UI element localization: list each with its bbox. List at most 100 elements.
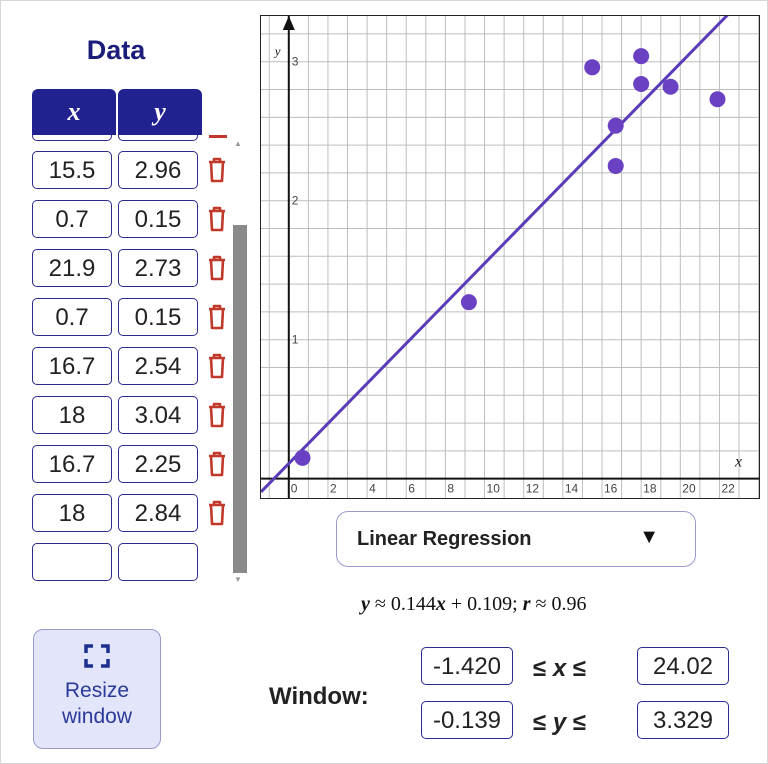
cell-x[interactable]: 18 — [32, 494, 112, 532]
cell-x[interactable] — [32, 543, 112, 581]
delete-row-icon[interactable] — [207, 353, 227, 379]
x-tick-label: 20 — [682, 482, 696, 496]
resize-window-button[interactable]: Resize window — [33, 629, 161, 749]
cell-y[interactable]: 2.54 — [118, 347, 198, 385]
data-point — [633, 48, 650, 65]
graph-area[interactable]: 024681012141618202224123xy — [260, 15, 760, 499]
table-row: 0.7 0.15 — [29, 298, 241, 338]
table-row: 18 3.04 — [29, 396, 241, 436]
data-point — [709, 91, 726, 108]
regression-type-select[interactable]: Linear Regression ▼ — [336, 511, 696, 567]
window-ymax-input[interactable]: 3.329 — [637, 701, 729, 739]
le-symbol: ≤ — [533, 655, 547, 682]
cell-x[interactable]: 16.7 — [32, 445, 112, 483]
x-tick-label: 18 — [643, 482, 657, 496]
cell-x[interactable]: 15.5 — [32, 151, 112, 189]
y-tick-label: 3 — [292, 55, 299, 69]
dropdown-arrow-icon: ▼ — [639, 526, 659, 548]
scroll-down-arrow[interactable]: ▼ — [234, 575, 242, 584]
table-row: 16.7 2.25 — [29, 445, 241, 485]
table-row: 21.9 2.73 — [29, 249, 241, 289]
x-tick-label: 4 — [369, 482, 376, 496]
cell-y[interactable]: 0.15 — [118, 200, 198, 238]
cell-x[interactable]: 16.7 — [32, 347, 112, 385]
window-xmin-input[interactable]: -1.420 — [421, 647, 513, 685]
x-axis-label: x — [734, 454, 742, 471]
x-tick-label: 16 — [604, 482, 618, 496]
eq-x: x — [435, 593, 446, 615]
hidden-row-stub — [29, 135, 241, 141]
data-point — [662, 78, 679, 95]
cell-y[interactable] — [118, 135, 198, 141]
window-ymin-input[interactable]: -0.139 — [421, 701, 513, 739]
x-tick-label: 8 — [447, 482, 454, 496]
y-tick-label: 2 — [292, 194, 299, 208]
eq-r-value: 0.96 — [551, 593, 587, 615]
cell-y[interactable]: 2.84 — [118, 494, 198, 532]
y-axis-label: y — [273, 44, 281, 59]
window-xmax-input[interactable]: 24.02 — [637, 647, 729, 685]
x-tick-label: 12 — [526, 482, 540, 496]
delete-row-icon[interactable] — [207, 500, 227, 526]
delete-row-icon[interactable] — [207, 451, 227, 477]
cell-x[interactable]: 0.7 — [32, 298, 112, 336]
delete-row-icon[interactable] — [207, 255, 227, 281]
window-y-inequality: ≤ y ≤ — [533, 709, 586, 737]
y-symbol: y — [552, 709, 567, 736]
resize-window-label: Resize window — [34, 678, 160, 730]
cell-y[interactable]: 0.15 — [118, 298, 198, 336]
eq-y: y — [361, 593, 370, 615]
cell-y[interactable]: 2.25 — [118, 445, 198, 483]
cell-x[interactable]: 0.7 — [32, 200, 112, 238]
table-row: 18 2.84 — [29, 494, 241, 534]
data-point — [584, 59, 601, 76]
y-tick-label: 1 — [292, 333, 299, 347]
le-symbol: ≤ — [533, 709, 547, 736]
delete-row-icon[interactable] — [207, 304, 227, 330]
delete-row-icon[interactable] — [207, 402, 227, 428]
scroll-up-arrow[interactable]: ▲ — [234, 139, 242, 148]
resize-label-line2: window — [61, 705, 133, 728]
y-axis-arrow — [282, 16, 295, 30]
resize-label-line1: Resize — [64, 679, 130, 702]
cell-x[interactable]: 18 — [32, 396, 112, 434]
data-rows: 15.5 2.96 0.7 0.15 21.9 2.73 0.7 0.15 16.7 2.54 18… — [29, 135, 241, 591]
data-point — [607, 117, 624, 134]
table-row: 15.5 2.96 — [29, 151, 241, 191]
delete-row-icon[interactable] — [209, 135, 227, 138]
x-symbol: x — [552, 655, 567, 682]
eq-approx: ≈ — [374, 593, 386, 615]
delete-row-icon[interactable] — [207, 157, 227, 183]
eq-intercept: + 0.109; — [450, 593, 518, 615]
data-point — [294, 449, 311, 466]
x-tick-label: 0 — [291, 482, 298, 496]
x-tick-label: 2 — [330, 482, 337, 496]
delete-row-icon[interactable] — [207, 206, 227, 232]
x-tick-label: 6 — [408, 482, 415, 496]
window-label: Window: — [269, 683, 369, 710]
eq-approx-r: ≈ — [535, 593, 547, 615]
cell-y[interactable] — [118, 543, 198, 581]
eq-r: r — [522, 593, 531, 615]
scatter-plot: 024681012141618202224123xy — [261, 16, 759, 498]
scrollbar-thumb[interactable] — [233, 225, 247, 573]
cell-y[interactable]: 2.73 — [118, 249, 198, 287]
regression-type-label: Linear Regression — [357, 528, 532, 550]
window-x-inequality: ≤ x ≤ — [533, 655, 586, 683]
data-point — [607, 157, 624, 174]
cell-x[interactable]: 21.9 — [32, 249, 112, 287]
regression-line — [261, 16, 729, 494]
cell-y[interactable]: 2.96 — [118, 151, 198, 189]
column-header-x: x — [32, 89, 116, 135]
table-row: 16.7 2.54 — [29, 347, 241, 387]
column-header-y: y — [118, 89, 202, 135]
cell-x[interactable] — [32, 135, 112, 141]
cell-y[interactable]: 3.04 — [118, 396, 198, 434]
table-row: 0.7 0.15 — [29, 200, 241, 240]
table-row — [29, 543, 241, 583]
x-tick-label: 14 — [565, 482, 579, 496]
le-symbol: ≤ — [572, 655, 587, 682]
data-point — [633, 75, 650, 92]
x-tick-label: 22 — [721, 482, 735, 496]
